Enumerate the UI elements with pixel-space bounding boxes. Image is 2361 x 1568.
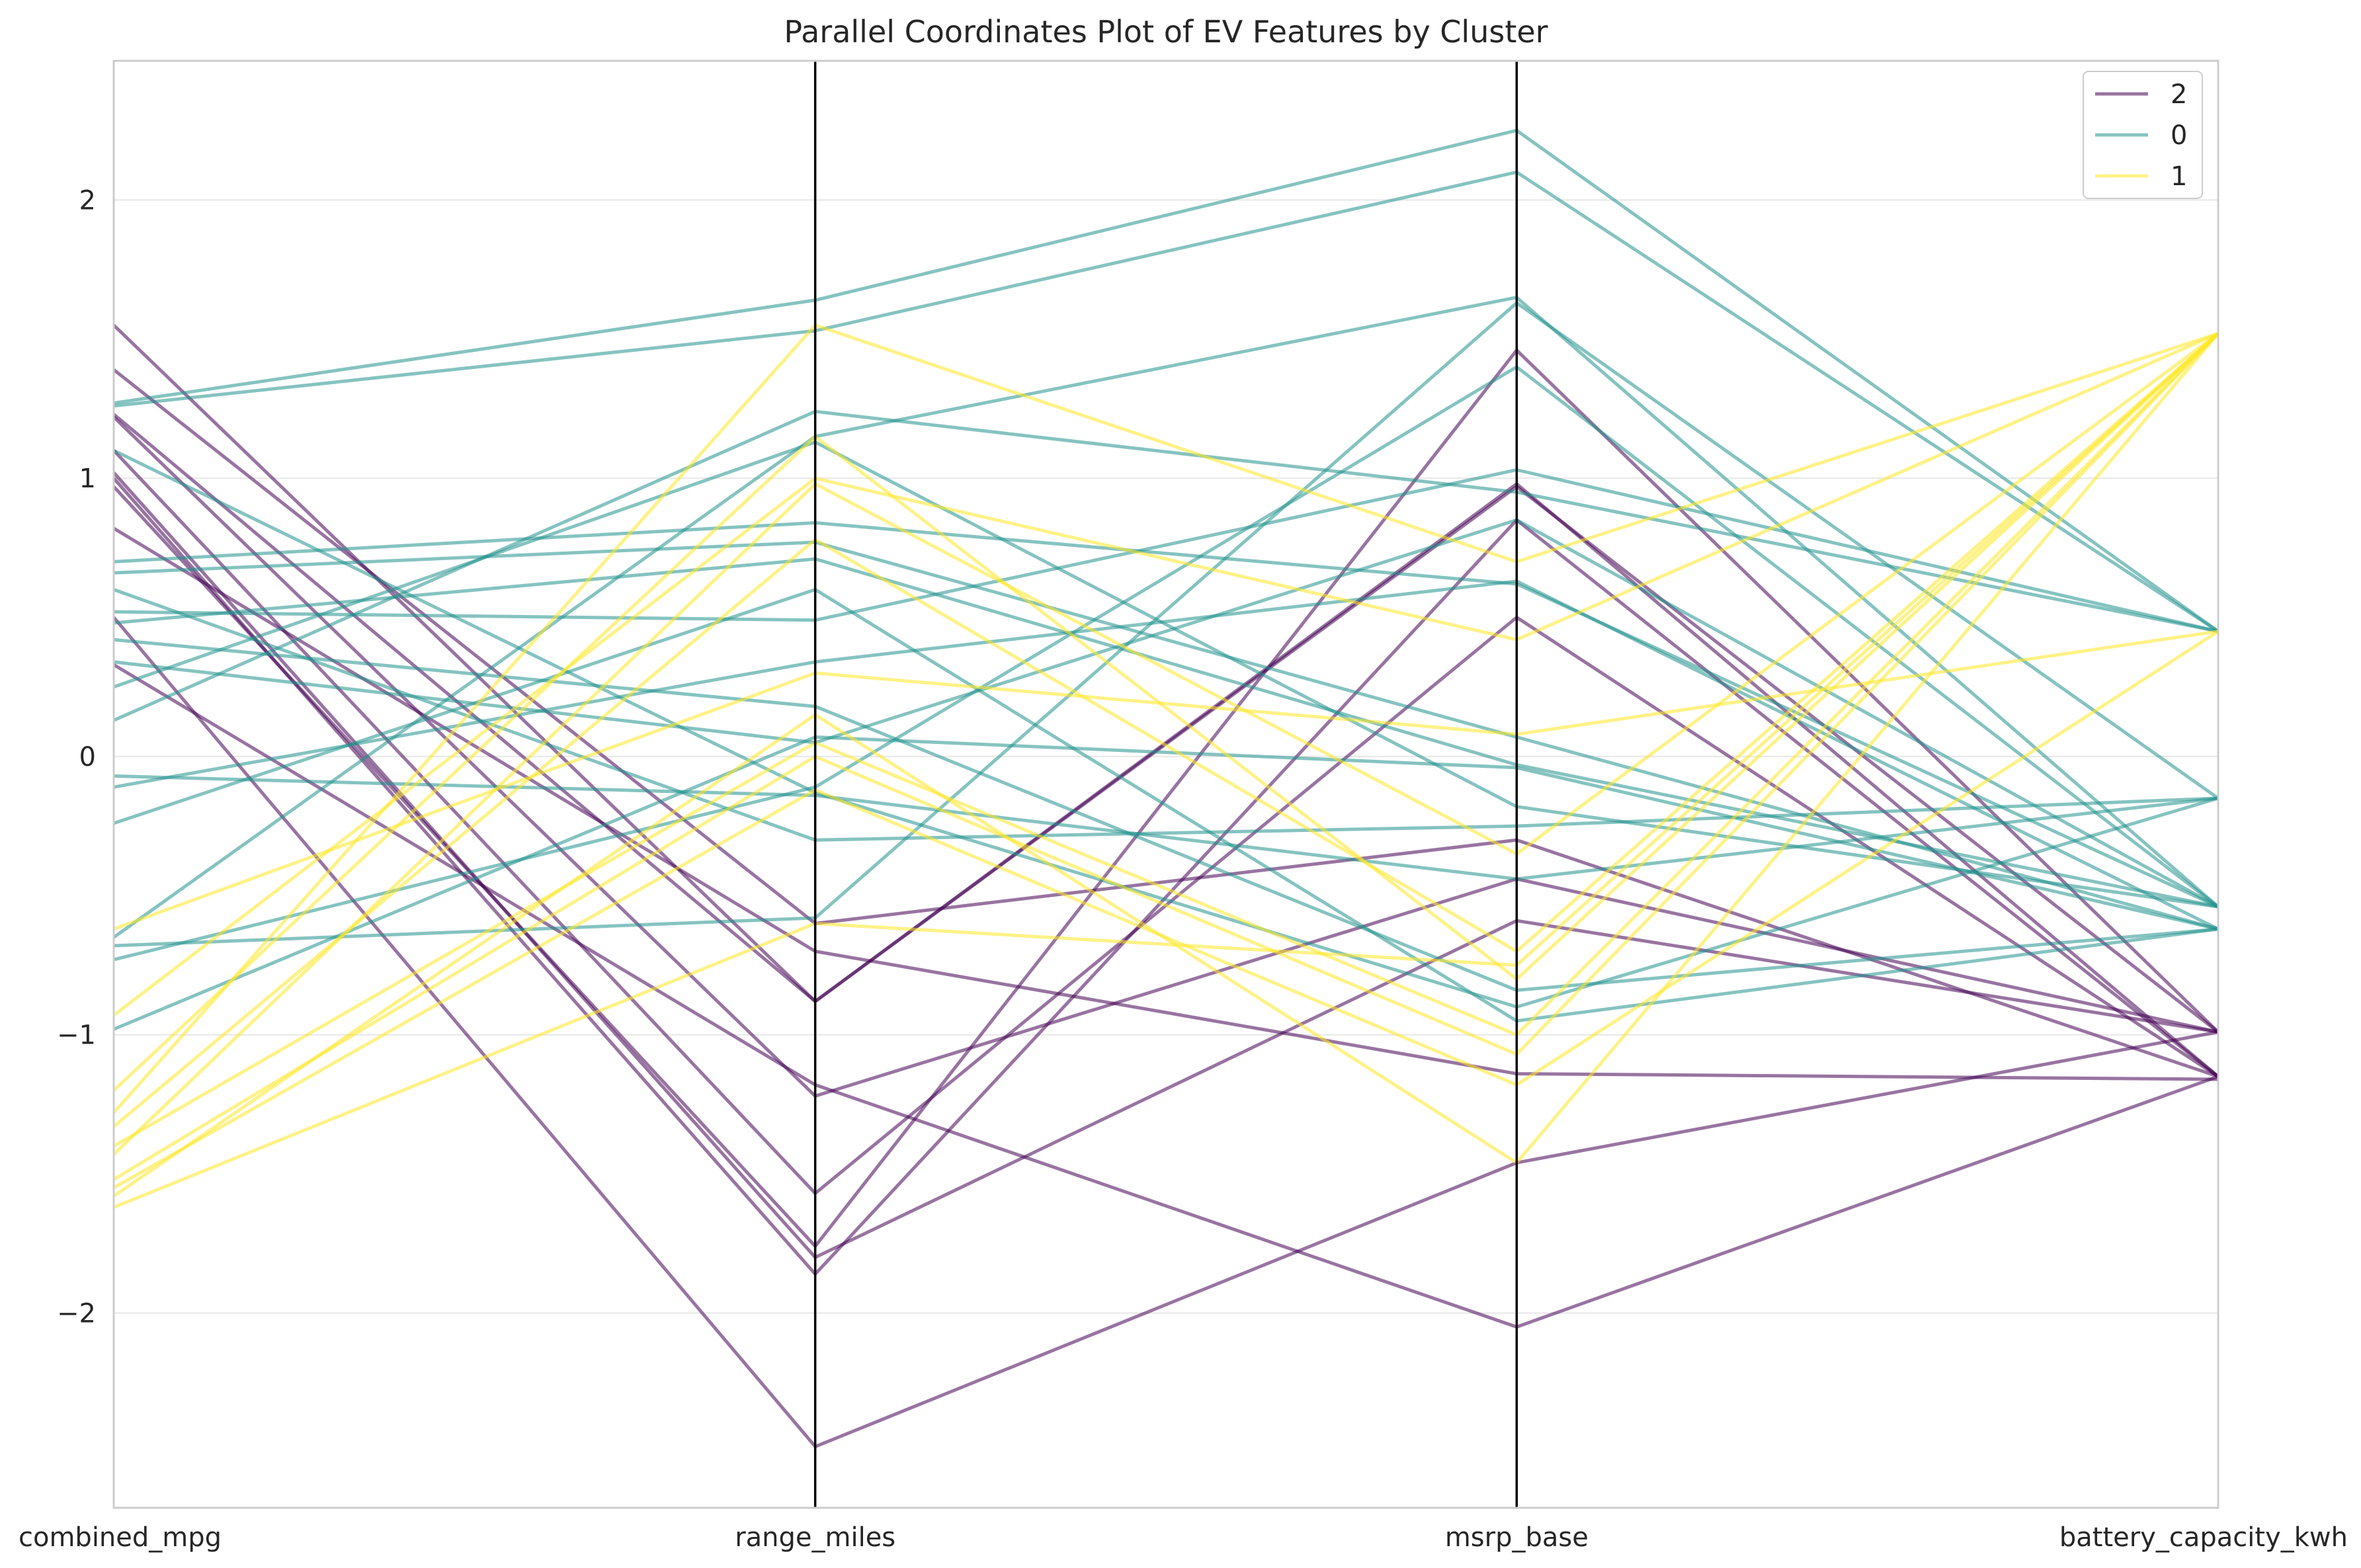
y-tick-label: −2 (57, 1298, 96, 1329)
cluster-0-line (113, 588, 2219, 1023)
cluster-0-line (113, 557, 2219, 909)
cluster-0-line (112, 409, 2219, 722)
cluster-0-line (113, 521, 2219, 909)
cluster-2-line (112, 526, 2219, 1081)
cluster-0-line (112, 296, 2219, 939)
cluster-0-line (113, 301, 2219, 948)
plot-frame (112, 60, 2219, 1509)
cluster-0-line (113, 579, 2219, 931)
cluster-1-line (113, 332, 2219, 1209)
cluster-2-line (112, 616, 2219, 1448)
legend-label-cluster-1: 1 (2171, 161, 2187, 192)
y-tick-labels: 2 1 0 −1 −2 (57, 185, 96, 1329)
cluster-1-line (112, 332, 2219, 1156)
axis-label-range_miles: range_miles (735, 1522, 895, 1553)
cluster-0-line (112, 448, 2219, 1009)
y-tick-label: 1 (79, 464, 96, 494)
axis-label-msrp_base: msrp_base (1445, 1522, 1589, 1553)
axis-label-combined_mpg: combined_mpg (19, 1522, 222, 1553)
axis-label-battery_capacity_kwh: battery_capacity_kwh (2059, 1522, 2348, 1553)
axis-labels: combined_mpg range_miles msrp_base battery_… (19, 1522, 2348, 1553)
legend-label-cluster-0: 0 (2171, 120, 2187, 151)
y-tick-label: 2 (79, 185, 96, 216)
data-lines (112, 128, 2219, 1448)
cluster-1-line (112, 332, 2219, 1128)
cluster-2-line (112, 349, 2219, 1248)
cluster-0-line (113, 170, 2219, 633)
cluster-1-line (112, 332, 2219, 1092)
y-tick-label: −1 (57, 1020, 96, 1051)
cluster-0-line (113, 365, 2219, 962)
cluster-0-line (113, 638, 2219, 992)
cluster-1-line (112, 332, 2219, 1017)
cluster-0-line (113, 540, 2219, 931)
cluster-0-line (113, 774, 2219, 881)
cluster-0-line (113, 518, 2219, 909)
cluster-1-line (112, 332, 2219, 1181)
cluster-1-line (112, 332, 2219, 1198)
legend-label-cluster-2: 2 (2171, 79, 2187, 110)
legend: 2 0 1 (2083, 71, 2203, 199)
cluster-1-line (112, 323, 2219, 1114)
chart-title: Parallel Coordinates Plot of EV Features… (784, 14, 1548, 50)
cluster-0-line (113, 735, 2219, 1031)
cluster-2-line (112, 415, 2219, 1098)
y-tick-label: 0 (79, 742, 96, 772)
cluster-0-line (113, 128, 2219, 633)
cluster-1-line (112, 332, 2219, 1148)
cluster-0-line (113, 588, 2219, 842)
